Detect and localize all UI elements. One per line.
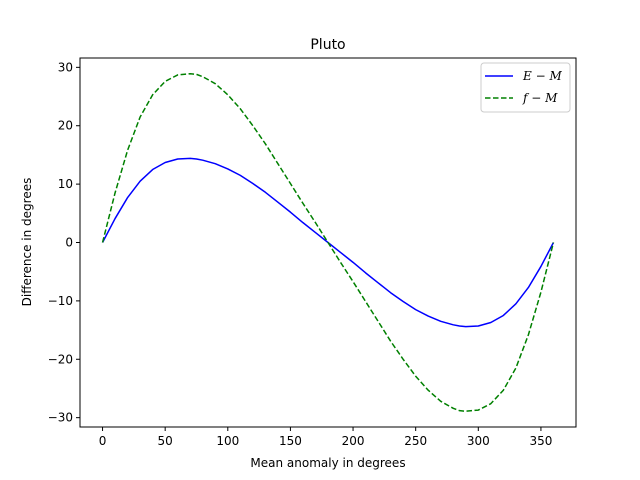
y-tick-label: 20: [58, 119, 73, 133]
legend-label-f-minus-m: f − M: [522, 91, 558, 105]
x-axis-title: Mean anomaly in degrees: [250, 456, 405, 470]
x-tick-label: 250: [404, 434, 427, 448]
x-tick-label: 350: [529, 434, 552, 448]
x-tick-label: 300: [467, 434, 490, 448]
y-tick-label: −30: [48, 411, 73, 425]
series-line-f-minus-m: [101, 73, 555, 412]
y-tick-label: −20: [48, 352, 73, 366]
x-tick-label: 200: [342, 434, 365, 448]
chart-title: Pluto: [310, 37, 345, 53]
y-axis: −30 −20 −10 0 10 20 30: [48, 60, 80, 425]
x-tick-label: 100: [216, 434, 239, 448]
y-tick-label: 30: [58, 60, 73, 74]
x-tick-label: 0: [99, 434, 107, 448]
y-tick-label: −10: [48, 294, 73, 308]
x-tick-label: 50: [158, 434, 173, 448]
legend: E − M f − M: [480, 62, 571, 113]
series-layer: [101, 73, 555, 412]
legend-label-e-minus-m: E − M: [522, 69, 562, 83]
x-axis: 0 50 100 150 200 250 300 350: [99, 427, 552, 448]
y-tick-label: 0: [65, 236, 73, 250]
y-tick-label: 10: [58, 177, 73, 191]
y-axis-title: Difference in degrees: [20, 178, 34, 307]
x-tick-label: 150: [279, 434, 302, 448]
